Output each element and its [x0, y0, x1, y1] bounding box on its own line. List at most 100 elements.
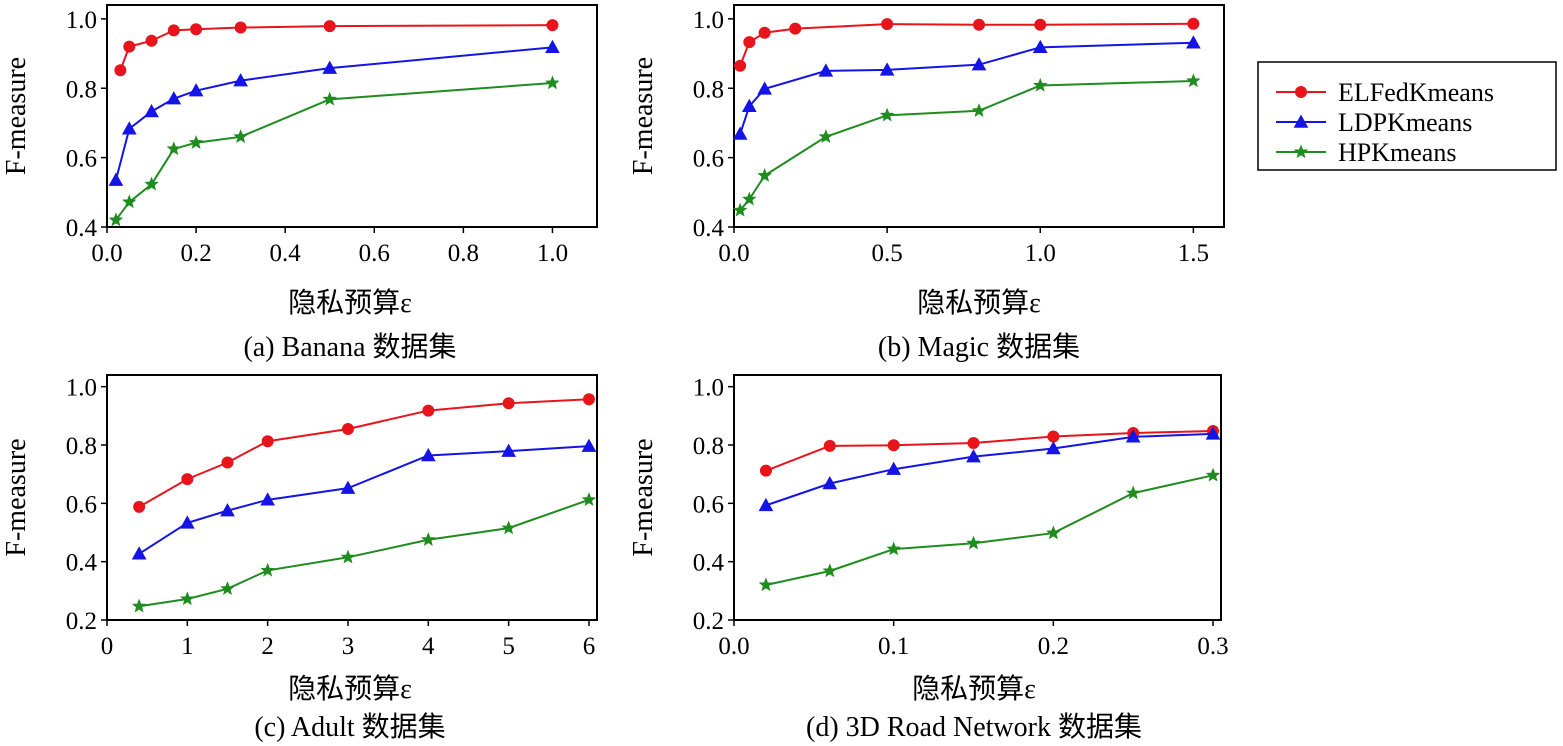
data-point: [758, 577, 774, 592]
y-axis-label: F-measure: [628, 438, 659, 556]
data-point: [422, 404, 435, 417]
data-point: [322, 60, 338, 74]
x-tick-label: 0.3: [1197, 633, 1228, 660]
data-point: [122, 194, 137, 209]
y-tick-label: 0.8: [66, 433, 97, 460]
x-tick-label: 0.4: [270, 240, 302, 267]
x-axis-label: 隐私预算ε: [912, 673, 1036, 705]
data-point: [1187, 17, 1200, 30]
data-point: [1205, 467, 1221, 482]
data-point: [758, 497, 774, 512]
data-point: [260, 562, 275, 577]
series-line: [138, 498, 590, 608]
x-tick-label: 0.0: [718, 633, 749, 660]
legend-marker: [1295, 86, 1307, 98]
data-point: [1032, 39, 1048, 54]
y-tick-label: 1.0: [693, 7, 724, 34]
legend-entry: LDPKmeans: [1276, 108, 1472, 137]
data-point: [757, 81, 772, 95]
data-point: [886, 461, 902, 475]
data-point: [966, 535, 981, 550]
legend-label: LDPKmeans: [1338, 108, 1472, 137]
data-point: [144, 176, 159, 191]
chart-panel-2: 0 1 2 3 4 5 6 0.2 0.4 0.6 0.8 1.0 隐私预算ε F-measure (c) …: [1, 374, 598, 743]
data-point: [131, 546, 147, 560]
data-point: [340, 549, 356, 564]
data-point: [166, 91, 182, 105]
data-point: [823, 439, 836, 452]
data-point: [234, 21, 247, 34]
series-ELFedKmeans: [759, 425, 1220, 477]
series-ELFedKmeans: [114, 19, 559, 77]
data-point: [501, 520, 516, 535]
data-point: [340, 480, 356, 494]
data-point: [759, 464, 772, 477]
x-tick-label: 1.5: [1178, 240, 1209, 267]
data-point: [133, 500, 146, 513]
x-tick-label: 4: [422, 633, 435, 660]
data-point: [886, 541, 901, 556]
y-tick-label: 1.0: [66, 7, 97, 34]
x-tick-label: 1.0: [1025, 240, 1056, 267]
data-point: [879, 107, 895, 122]
data-point: [966, 449, 981, 463]
data-point: [260, 492, 276, 506]
data-point: [181, 473, 194, 486]
y-tick-label: 0.6: [693, 146, 724, 173]
x-tick-label: 0.0: [718, 240, 749, 267]
series-HPKmeans: [108, 75, 560, 227]
chart-panel-3: 0.0 0.1 0.2 0.3 0.2 0.4 0.6 0.8 1.0 隐私预算ε F-measur…: [628, 374, 1229, 743]
data-point: [789, 22, 802, 35]
data-point: [188, 83, 204, 97]
data-point: [233, 129, 248, 143]
data-point: [743, 36, 756, 49]
data-point: [732, 202, 748, 217]
series-ELFedKmeans: [133, 393, 595, 513]
y-tick-label: 0.6: [66, 491, 97, 518]
series-line: [138, 398, 590, 508]
data-point: [502, 397, 515, 410]
series-line: [114, 46, 553, 181]
y-tick-label: 0.6: [66, 146, 97, 173]
y-tick-label: 0.2: [693, 608, 724, 635]
series-LDPKmeans: [732, 35, 1201, 140]
data-point: [582, 393, 595, 406]
data-point: [145, 34, 158, 47]
data-point: [323, 20, 336, 33]
data-point: [732, 126, 748, 140]
data-point: [190, 23, 203, 36]
x-tick-label: 6: [583, 633, 596, 660]
y-tick-label: 0.6: [693, 491, 724, 518]
y-tick-label: 0.4: [693, 550, 725, 577]
data-point: [881, 18, 894, 31]
data-point: [1046, 525, 1061, 540]
data-point: [188, 135, 204, 149]
data-point: [180, 591, 195, 606]
data-point: [1125, 485, 1141, 500]
data-point: [887, 439, 900, 452]
data-point: [220, 581, 235, 595]
data-point: [757, 168, 772, 182]
series-HPKmeans: [131, 492, 597, 613]
y-tick-label: 1.0: [66, 375, 97, 402]
series-LDPKmeans: [758, 426, 1221, 512]
data-point: [322, 91, 337, 106]
y-axis-label: F-measure: [1, 438, 32, 556]
legend-entry: HPKmeans: [1276, 138, 1456, 167]
x-axis-label: 隐私预算ε: [288, 673, 412, 705]
data-point: [121, 121, 137, 135]
data-point: [545, 75, 560, 90]
y-tick-label: 0.4: [66, 215, 98, 242]
data-point: [581, 438, 597, 452]
x-tick-label: 0.0: [91, 240, 122, 267]
y-axis-label: F-measure: [628, 57, 659, 175]
data-point: [261, 435, 274, 448]
data-point: [166, 141, 182, 156]
y-tick-label: 0.8: [693, 76, 724, 103]
x-tick-label: 0.2: [1038, 633, 1069, 660]
data-point: [971, 57, 987, 71]
y-axis-label: F-measure: [1, 57, 32, 175]
data-point: [1034, 18, 1047, 31]
